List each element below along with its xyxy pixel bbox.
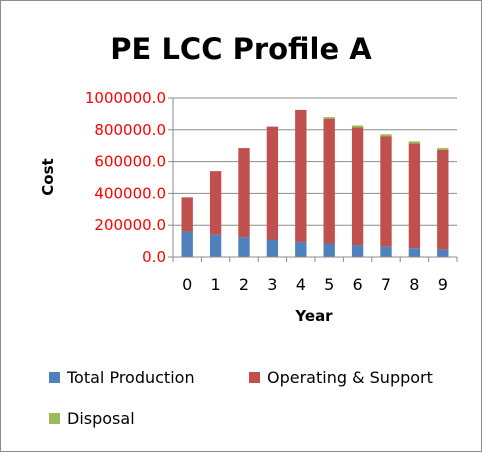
bar-total-production-0 [181, 231, 193, 257]
bar-total-production-1 [209, 234, 222, 257]
axes: 0.0 200000.0 400000.0 600000.0 800000.0 10000… [85, 89, 458, 294]
bar-total-production-3 [266, 239, 279, 257]
legend-label: Total Production [66, 368, 195, 387]
bar-total-production-2 [238, 237, 250, 257]
y-tick-label: 0.0 [142, 248, 166, 266]
legend-label: Disposal [67, 409, 135, 428]
x-tick-label: 6 [353, 275, 363, 294]
bar-total-production-4 [295, 241, 307, 257]
bar-operating-support-2 [238, 148, 250, 238]
bar-operating-support-6 [351, 127, 364, 246]
bar-operating-support-5 [323, 118, 335, 244]
bar-total-production-9 [437, 249, 449, 257]
bar-operating-support-0 [181, 197, 193, 232]
y-tick-label: 400000.0 [94, 184, 166, 202]
legend-swatch [249, 372, 260, 383]
x-tick-label: 7 [381, 275, 391, 294]
x-tick-label: 0 [182, 275, 192, 294]
bar-operating-support-1 [209, 171, 222, 235]
bar-disposal-8 [408, 141, 421, 144]
y-tick-label: 1000000.0 [85, 89, 166, 107]
bar-total-production-8 [408, 248, 421, 257]
x-tick-label: 4 [296, 275, 306, 294]
y-tick-label: 200000.0 [94, 216, 166, 234]
x-tick-label: 3 [267, 275, 277, 294]
bar-total-production-7 [380, 246, 392, 257]
bar-total-production-5 [323, 243, 335, 257]
legend: Total Production Operating & Support Dispo… [49, 368, 433, 428]
bar-total-production-6 [351, 245, 364, 257]
bar-disposal-9 [437, 148, 449, 150]
bar-operating-support-8 [408, 143, 421, 249]
bar-disposal-7 [380, 134, 392, 137]
bar-disposal-5 [323, 117, 335, 119]
x-tick-label: 5 [324, 275, 334, 294]
x-tick-label: 9 [438, 275, 448, 294]
legend-swatch [49, 372, 60, 383]
x-tick-label: 8 [409, 275, 419, 294]
y-tick-label: 600000.0 [94, 153, 166, 171]
bars [181, 109, 449, 257]
y-axis-label: Cost [39, 158, 57, 195]
bar-disposal-6 [351, 125, 364, 128]
bar-operating-support-4 [295, 109, 307, 242]
y-tick-label: 800000.0 [94, 121, 166, 139]
x-axis-label: Year [294, 307, 333, 325]
chart-title: PE LCC Profile A [110, 32, 372, 66]
x-tick-label: 1 [211, 275, 221, 294]
bar-operating-support-3 [266, 126, 279, 240]
x-tick-label: 2 [239, 275, 249, 294]
bar-operating-support-9 [437, 149, 449, 250]
legend-label: Operating & Support [267, 368, 433, 387]
legend-swatch [49, 413, 60, 424]
bar-operating-support-7 [380, 136, 392, 247]
